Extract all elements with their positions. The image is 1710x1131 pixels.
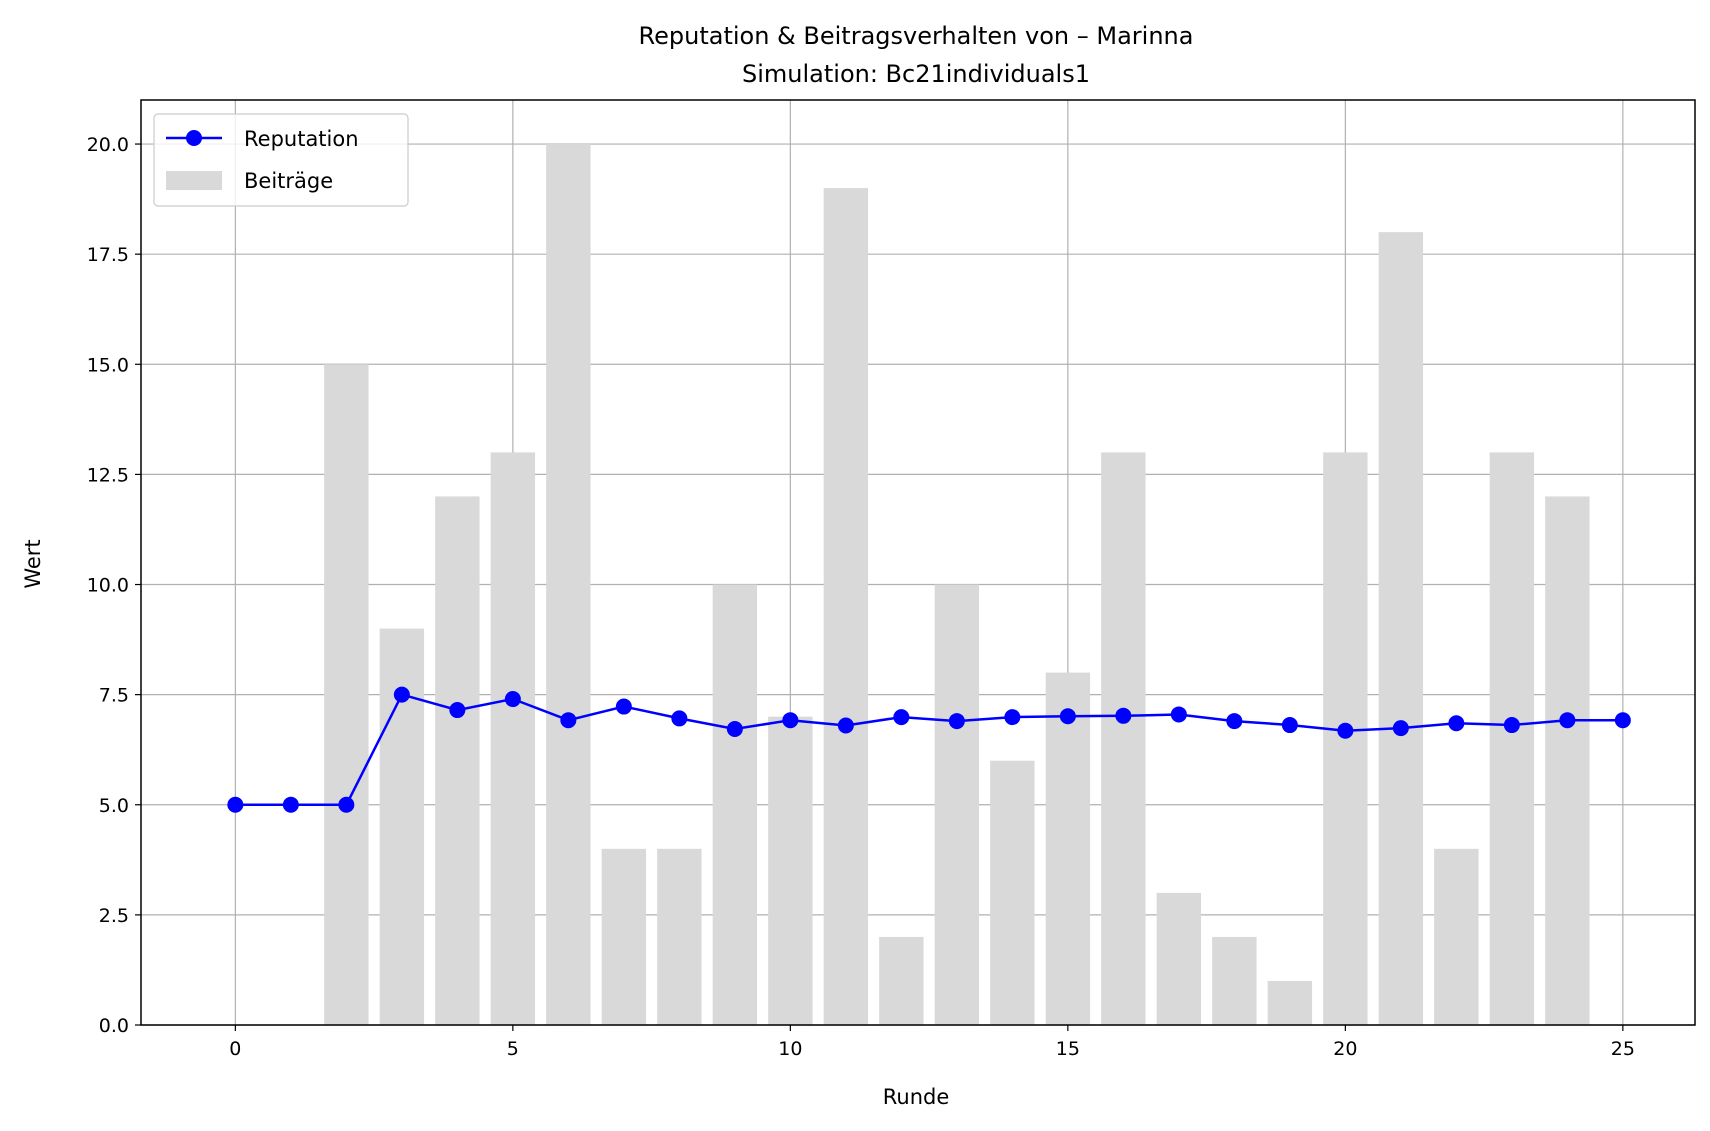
x-tick-label: 15 xyxy=(1056,1038,1080,1060)
reputation-point xyxy=(1559,712,1576,729)
reputation-point xyxy=(1503,717,1520,734)
beitraege-bar xyxy=(1489,452,1535,1025)
reputation-point xyxy=(1059,708,1076,725)
reputation-point xyxy=(1337,722,1354,739)
legend-reputation-marker xyxy=(186,130,202,146)
beitraege-bar xyxy=(324,364,369,1025)
beitraege-bar xyxy=(768,716,813,1025)
beitraege-bar xyxy=(712,584,758,1025)
x-tick-label: 25 xyxy=(1611,1038,1635,1060)
beitraege-bar xyxy=(1434,848,1479,1025)
reputation-point xyxy=(1614,712,1631,729)
reputation-point xyxy=(282,796,299,813)
reputation-point xyxy=(1004,709,1021,726)
beitraege-bar xyxy=(1156,892,1202,1025)
chart-subtitle: Simulation: Bc21individuals1 xyxy=(742,60,1090,88)
plot-frame xyxy=(140,99,1696,1026)
reputation-point xyxy=(1281,717,1298,734)
reputation-point xyxy=(1170,706,1187,723)
beitraege-bars xyxy=(324,144,1590,1026)
beitraege-bar xyxy=(1045,672,1091,1025)
reputation-point xyxy=(1226,713,1243,730)
reputation-point xyxy=(893,709,910,726)
x-tick-label: 0 xyxy=(229,1038,241,1060)
reputation-point xyxy=(504,691,521,708)
reputation-point xyxy=(1392,720,1409,737)
y-tick-label: 12.5 xyxy=(87,464,129,486)
y-axis-label: Wert xyxy=(21,539,45,588)
beitraege-bar xyxy=(657,848,702,1025)
beitraege-bar xyxy=(990,760,1035,1025)
reputation-line-group xyxy=(227,686,1631,813)
reputation-point xyxy=(1115,707,1132,724)
beitraege-bar xyxy=(823,188,869,1026)
x-axis-label: Runde xyxy=(883,1085,950,1109)
y-tick-label: 20.0 xyxy=(87,134,129,156)
y-tick-label: 0.0 xyxy=(99,1015,129,1037)
legend: Reputation Beiträge xyxy=(153,113,409,207)
beitraege-bar xyxy=(1212,936,1257,1025)
beitraege-bar xyxy=(546,144,591,1026)
beitraege-bar xyxy=(601,848,647,1025)
x-tick-label: 10 xyxy=(778,1038,802,1060)
y-tick-label: 15.0 xyxy=(87,354,129,376)
beitraege-bar xyxy=(1101,452,1146,1025)
y-tick-label: 7.5 xyxy=(99,685,129,707)
reputation-line xyxy=(235,693,1623,807)
y-tick-label: 17.5 xyxy=(87,244,129,266)
legend-beitraege-swatch xyxy=(166,171,222,190)
beitraege-bar xyxy=(435,496,480,1025)
y-tick-label: 5.0 xyxy=(99,795,129,817)
reputation-point xyxy=(1448,715,1465,732)
reputation-point xyxy=(782,712,799,729)
y-tick-label: 10.0 xyxy=(87,575,129,597)
beitraege-bar xyxy=(934,584,980,1025)
reputation-point xyxy=(837,717,854,734)
reputation-point xyxy=(338,796,355,813)
beitraege-bar xyxy=(1378,232,1424,1026)
beitraege-bar xyxy=(1267,980,1313,1025)
reputation-point xyxy=(726,721,743,737)
beitraege-bar xyxy=(1545,496,1590,1025)
reputation-point xyxy=(393,686,410,703)
chart-title: Reputation & Beitragsverhalten von – Mar… xyxy=(639,22,1194,50)
reputation-point xyxy=(948,713,965,730)
x-tick-label: 20 xyxy=(1333,1038,1357,1060)
reputation-point xyxy=(560,712,577,729)
reputation-point xyxy=(671,710,688,727)
legend-reputation-label: Reputation xyxy=(244,127,359,151)
reputation-point xyxy=(449,702,466,719)
beitraege-bar xyxy=(879,936,924,1025)
reputation-point xyxy=(615,698,632,715)
y-tick-label: 2.5 xyxy=(99,905,129,927)
x-tick-label: 5 xyxy=(507,1038,519,1060)
legend-beitraege-label: Beiträge xyxy=(244,169,333,193)
beitraege-bar xyxy=(490,452,536,1025)
axis-ticks: 0 5 10 15 20 25 0.0 2.5 5.0 7.5 10.0 12.5 15.0 17.5 20… xyxy=(87,134,1635,1060)
reputation-point xyxy=(227,796,244,813)
